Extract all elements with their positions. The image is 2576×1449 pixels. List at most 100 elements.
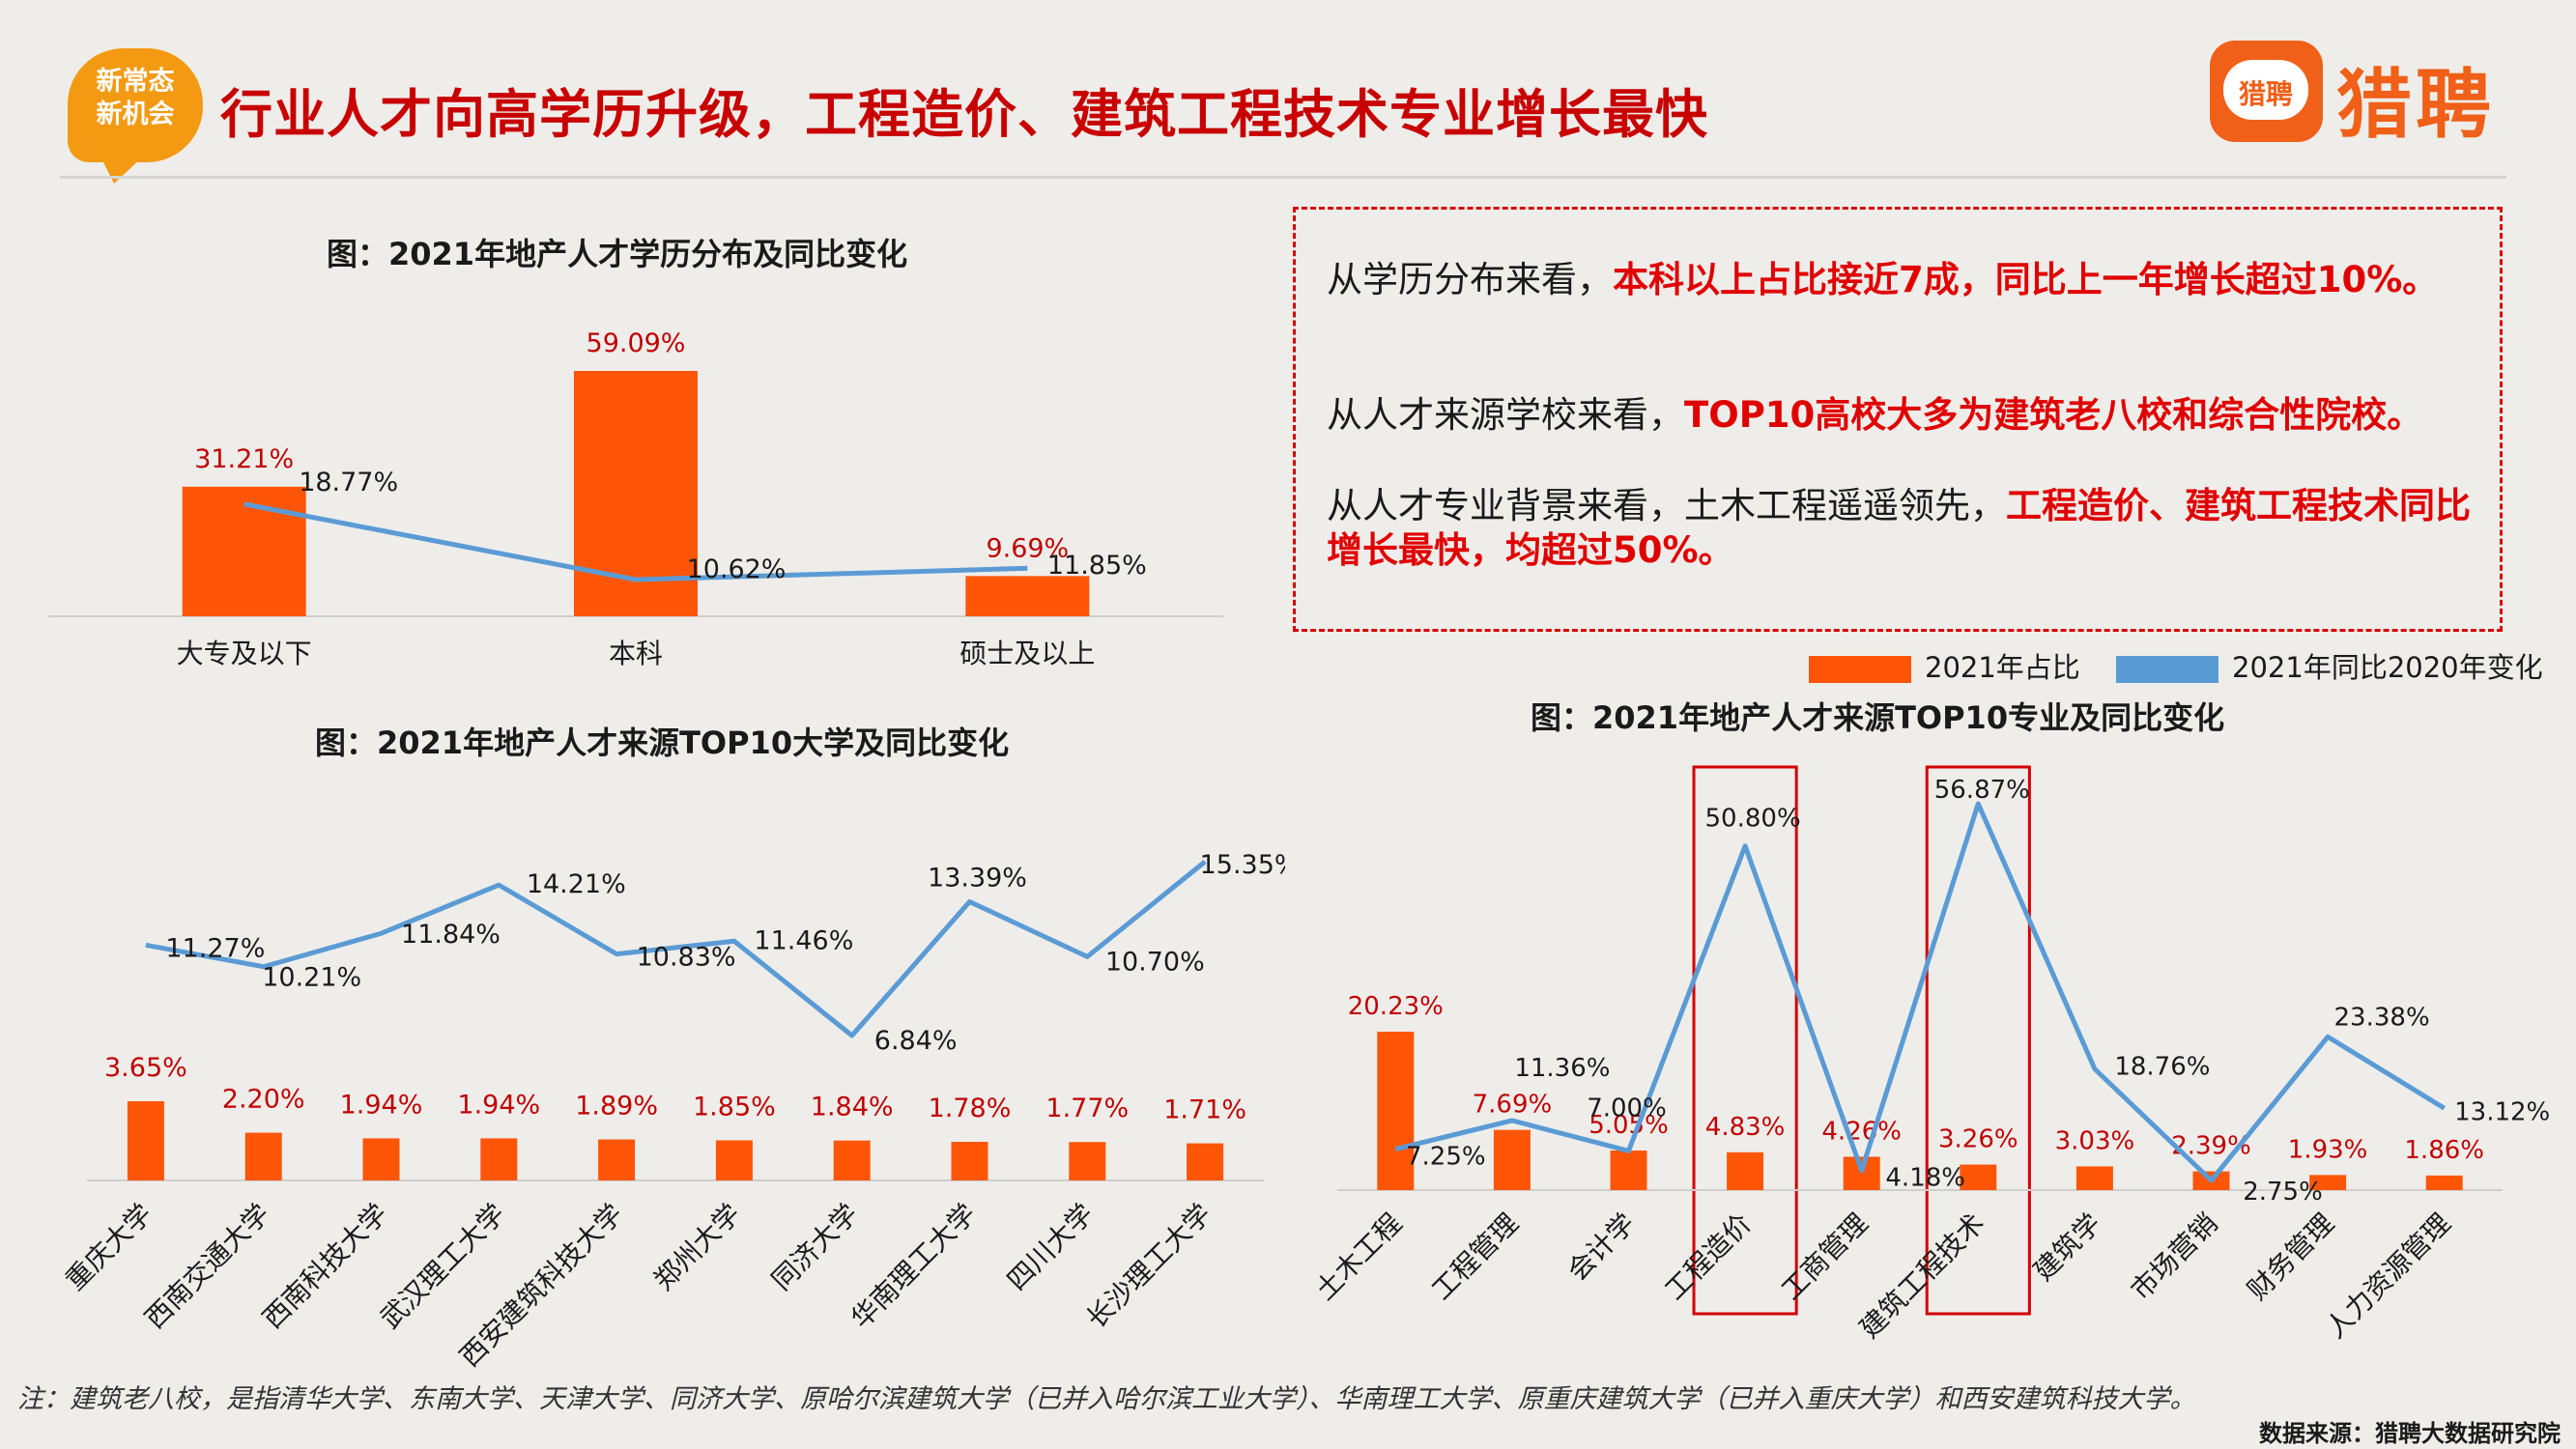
bar-value-label-0: 3.65%: [104, 1053, 187, 1083]
summary-paragraph-majors: 从人才专业背景来看，土木工程遥遥领先，工程造价、建筑工程技术同比增长最快，均超过…: [1327, 484, 2476, 573]
bar-value-label-9: 1.86%: [2404, 1136, 2484, 1165]
category-label-2: 西南科技大学: [256, 1198, 393, 1335]
bar-2: [362, 1138, 400, 1180]
bar-value-label-8: 1.77%: [1045, 1094, 1129, 1123]
line-value-label-2: 7.00%: [1587, 1094, 1667, 1122]
category-label-5: 郑州大学: [647, 1198, 747, 1297]
line-value-label-3: 50.80%: [1705, 805, 1801, 834]
bar-3: [480, 1138, 518, 1180]
badge-tail: [100, 156, 143, 184]
line-value-label-0: 7.25%: [1406, 1143, 1486, 1172]
summary-p3-highlight: 工程造价、建筑工程技术同比增长最快，均超过50%。: [1327, 485, 2471, 571]
line-value-label-4: 10.83%: [637, 943, 736, 973]
data-source: 数据来源：猎聘大数据研究院: [2259, 1420, 2561, 1447]
badge-line-2: 新机会: [96, 99, 175, 129]
line-value-label-1: 10.21%: [262, 963, 361, 993]
legend-bar-item: 2021年占比: [1809, 645, 2080, 686]
line-value-label-5: 11.46%: [754, 925, 853, 955]
liepin-logo-icon: 猎聘: [2210, 41, 2323, 142]
line-value-label-9: 13.12%: [2454, 1097, 2550, 1126]
line-value-label-4: 4.18%: [1885, 1164, 1965, 1193]
university-chart: 3.65% 2.20% 1.94% 1.94% 1.89% 1.85% 1.84% 1.78%…: [59, 850, 1285, 1372]
line-value-label-8: 23.38%: [2334, 1003, 2430, 1032]
bar-value-label-8: 1.93%: [2288, 1135, 2368, 1164]
legend-line-label: 2021年同比2020年变化: [2232, 651, 2543, 684]
line-value-label-2: 11.85%: [1047, 551, 1147, 581]
line-value-label-3: 14.21%: [527, 869, 626, 899]
category-label-2: 硕士及以上: [959, 638, 1095, 669]
bar-value-label-2: 1.94%: [340, 1090, 423, 1120]
summary-p3-text: 从人才专业背景来看，土木工程遥遥领先，: [1327, 485, 2006, 526]
category-label-7: 市场营销: [2125, 1208, 2224, 1307]
chart-title-universities: 图：2021年地产人才来源TOP10大学及同比变化: [315, 724, 1010, 761]
category-label-2: 会计学: [1561, 1208, 1642, 1288]
chart-legend: 2021年占比 2021年同比2020年变化: [1809, 645, 2570, 684]
bar-1: [244, 1132, 282, 1180]
line-value-label-8: 10.70%: [1105, 947, 1205, 977]
liepin-logo-text: 猎聘: [2336, 62, 2496, 149]
bar-value-label-9: 1.71%: [1163, 1095, 1246, 1125]
line-value-label-5: 56.87%: [1934, 776, 2030, 805]
category-label-8: 四川大学: [1001, 1198, 1101, 1297]
summary-paragraph-schools: 从人才来源学校来看，TOP10高校大多为建筑老八校和综合性院校。: [1327, 393, 2476, 438]
education-chart: 31.21% 59.09% 9.69% 18.77% 10.62% 11.85% 大专及以下…: [48, 328, 1223, 669]
category-label-1: 西南交通大学: [139, 1198, 276, 1335]
category-label-0: 重庆大学: [59, 1198, 158, 1297]
line-value-label-1: 11.36%: [1514, 1054, 1610, 1083]
bar-8: [1069, 1142, 1106, 1180]
bar-value-label-6: 1.84%: [811, 1093, 894, 1122]
bar-9: [2425, 1175, 2463, 1190]
highlight-frame-3: [1692, 765, 1798, 1316]
chart-title-majors: 图：2021年地产人才来源TOP10专业及同比变化: [1531, 699, 2225, 736]
summary-p2-highlight: TOP10高校大多为建筑老八校和综合性院校。: [1684, 394, 2423, 436]
bar-0: [1377, 1032, 1415, 1190]
bar-0: [182, 486, 306, 616]
bar-0: [127, 1101, 164, 1180]
bar-5: [1960, 1164, 1997, 1190]
summary-p2-text: 从人才来源学校来看，: [1327, 394, 1684, 436]
bar-3: [1727, 1151, 1764, 1190]
category-label-6: 同济大学: [765, 1198, 865, 1297]
bar-value-label-1: 2.20%: [222, 1085, 305, 1115]
badge-line-1: 新常态: [96, 67, 175, 97]
category-label-0: 大专及以下: [177, 638, 312, 669]
growth-line: [145, 860, 1207, 1038]
bar-1: [574, 371, 698, 616]
category-label-3: 工程造价: [1659, 1208, 1759, 1307]
line-value-label-1: 10.62%: [687, 554, 787, 584]
category-label-8: 财务管理: [2242, 1208, 2341, 1307]
bar-6: [2075, 1166, 2113, 1190]
line-value-label-9: 15.35%: [1200, 850, 1285, 880]
logo-icon-text: 猎聘: [2238, 78, 2293, 110]
summary-paragraph-education: 从学历分布来看，本科以上占比接近7成，同比上一年增长超过10%。: [1327, 258, 2476, 302]
legend-line-swatch: [2116, 656, 2219, 683]
line-value-label-7: 13.39%: [928, 863, 1027, 893]
bar-value-label-0: 31.21%: [194, 444, 294, 474]
line-value-label-6: 6.84%: [874, 1026, 958, 1056]
legend-bar-swatch: [1809, 656, 1911, 683]
growth-line: [1394, 801, 2447, 1183]
growth-line: [243, 501, 1028, 582]
category-label-6: 建筑学: [2027, 1208, 2107, 1288]
bar-4: [1843, 1156, 1880, 1190]
line-value-label-0: 11.27%: [165, 933, 265, 963]
new-normal-badge: 新常态 新机会: [68, 48, 203, 184]
category-label-9: 长沙理工大学: [1080, 1198, 1217, 1335]
major-chart: 20.23%7.69%5.05% 4.83% 4.26% 3.26% 3.03% 2.39…: [1309, 765, 2550, 1345]
bar-value-label-1: 7.69%: [1473, 1091, 1553, 1120]
summary-p1-highlight: 本科以上占比接近7成，同比上一年增长超过10%。: [1613, 259, 2439, 300]
line-value-label-6: 18.76%: [2114, 1053, 2210, 1082]
category-label-0: 土木工程: [1309, 1208, 1409, 1307]
category-label-9: 人力资源管理: [2320, 1208, 2457, 1345]
bar-5: [715, 1140, 753, 1180]
bar-value-label-4: 4.26%: [1821, 1117, 1902, 1146]
legend-bar-label: 2021年占比: [1925, 651, 2080, 684]
line-value-label-7: 2.75%: [2243, 1178, 2323, 1207]
bar-value-label-4: 1.89%: [575, 1092, 658, 1122]
legend-line-item: 2021年同比2020年变化: [2116, 645, 2543, 686]
bar-2: [965, 576, 1090, 616]
chart-title-education: 图：2021年地产人才学历分布及同比变化: [327, 236, 908, 272]
category-label-7: 华南理工大学: [844, 1198, 982, 1335]
summary-box: 从学历分布来看，本科以上占比接近7成，同比上一年增长超过10%。 从人才来源学校…: [1293, 207, 2503, 632]
bar-9: [1187, 1143, 1224, 1180]
